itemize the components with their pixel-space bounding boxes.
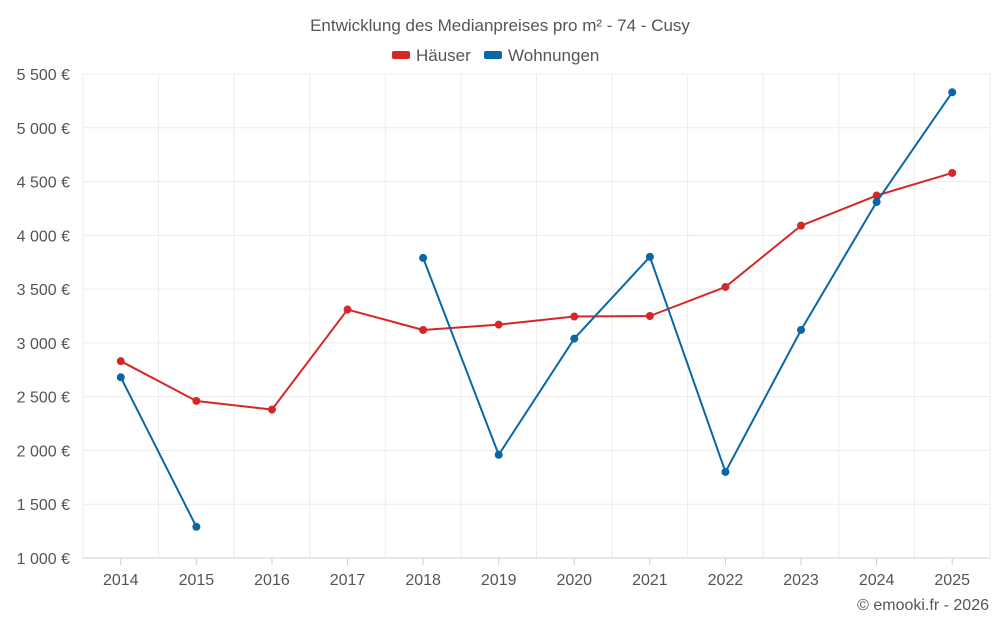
data-point-haeuser-2018[interactable]	[419, 325, 428, 334]
y-tick-label: 2 000 €	[17, 443, 70, 460]
x-tick-label: 2023	[783, 572, 819, 589]
grid	[82, 73, 991, 558]
y-axis: 1 000 € 1 500 € 2 000 € 2 500 € 3 000 € 3 500…	[17, 67, 70, 568]
data-point-haeuser-2021[interactable]	[645, 312, 654, 320]
data-point-haeuser-2025[interactable]	[948, 168, 957, 177]
data-point-wohnungen-2014[interactable]	[116, 373, 125, 382]
series-haeuser	[116, 168, 957, 414]
data-point-wohnungen-2018[interactable]	[419, 253, 428, 262]
chart-title: Entwicklung des Medianpreises pro m² - 7…	[310, 16, 690, 35]
x-tick-label: 2021	[632, 572, 668, 589]
data-point-haeuser-2016[interactable]	[267, 405, 276, 414]
y-tick-label: 3 000 €	[17, 336, 70, 353]
x-tick-label: 2024	[859, 572, 895, 589]
x-tick-label: 2020	[556, 572, 592, 589]
data-point-haeuser-2015[interactable]	[192, 396, 201, 405]
y-tick-label: 5 000 €	[17, 121, 70, 138]
y-tick-label: 4 500 €	[17, 175, 70, 192]
x-tick-label: 2015	[179, 572, 215, 589]
x-tick-label: 2017	[330, 572, 366, 589]
legend-swatch-wohnungen	[484, 51, 502, 59]
data-point-wohnungen-2023[interactable]	[797, 325, 806, 334]
legend: Häuser Wohnungen	[392, 46, 599, 65]
data-point-haeuser-2022[interactable]	[721, 282, 730, 291]
legend-item-haeuser[interactable]: Häuser	[392, 46, 471, 65]
y-tick-label: 4 000 €	[17, 228, 70, 245]
series-line-haeuser	[120, 171, 953, 411]
x-tick-label: 2025	[934, 572, 970, 589]
legend-label-haeuser: Häuser	[416, 46, 471, 65]
data-point-wohnungen-2024[interactable]	[872, 197, 881, 206]
data-point-wohnungen-2020[interactable]	[570, 334, 579, 343]
data-point-haeuser-2017[interactable]	[343, 305, 352, 314]
x-tick-label: 2022	[708, 572, 744, 589]
data-point-wohnungen-2022[interactable]	[721, 467, 730, 476]
y-tick-label: 3 500 €	[17, 282, 70, 299]
credit-text: © emooki.fr - 2026	[857, 597, 989, 614]
y-tick-label: 1 500 €	[17, 497, 70, 514]
y-tick-label: 5 500 €	[17, 67, 70, 84]
x-axis: 2014 2015 2016 2017 2018 2019 2020 2021 2022 2023…	[83, 557, 990, 589]
data-point-haeuser-2023[interactable]	[797, 221, 806, 230]
legend-item-wohnungen[interactable]: Wohnungen	[484, 46, 599, 65]
data-point-wohnungen-2019[interactable]	[494, 450, 503, 459]
data-point-haeuser-2020[interactable]	[570, 312, 579, 321]
series-layer	[116, 88, 957, 531]
series-line-wohnungen	[422, 91, 954, 473]
series-wohnungen	[116, 88, 957, 531]
data-point-wohnungen-2025[interactable]	[948, 88, 957, 97]
data-point-haeuser-2019[interactable]	[494, 320, 503, 329]
y-tick-label: 2 500 €	[17, 390, 70, 407]
series-line-wohnungen	[119, 376, 198, 528]
y-tick-label: 1 000 €	[17, 551, 70, 568]
legend-swatch-haeuser	[392, 51, 410, 59]
x-tick-label: 2018	[405, 572, 441, 589]
legend-label-wohnungen: Wohnungen	[508, 46, 599, 65]
x-tick-label: 2019	[481, 572, 517, 589]
data-point-wohnungen-2021[interactable]	[645, 252, 654, 261]
data-point-haeuser-2014[interactable]	[116, 357, 125, 366]
data-point-wohnungen-2015[interactable]	[192, 522, 201, 531]
x-tick-label: 2014	[103, 572, 139, 589]
x-tick-label: 2016	[254, 572, 290, 589]
